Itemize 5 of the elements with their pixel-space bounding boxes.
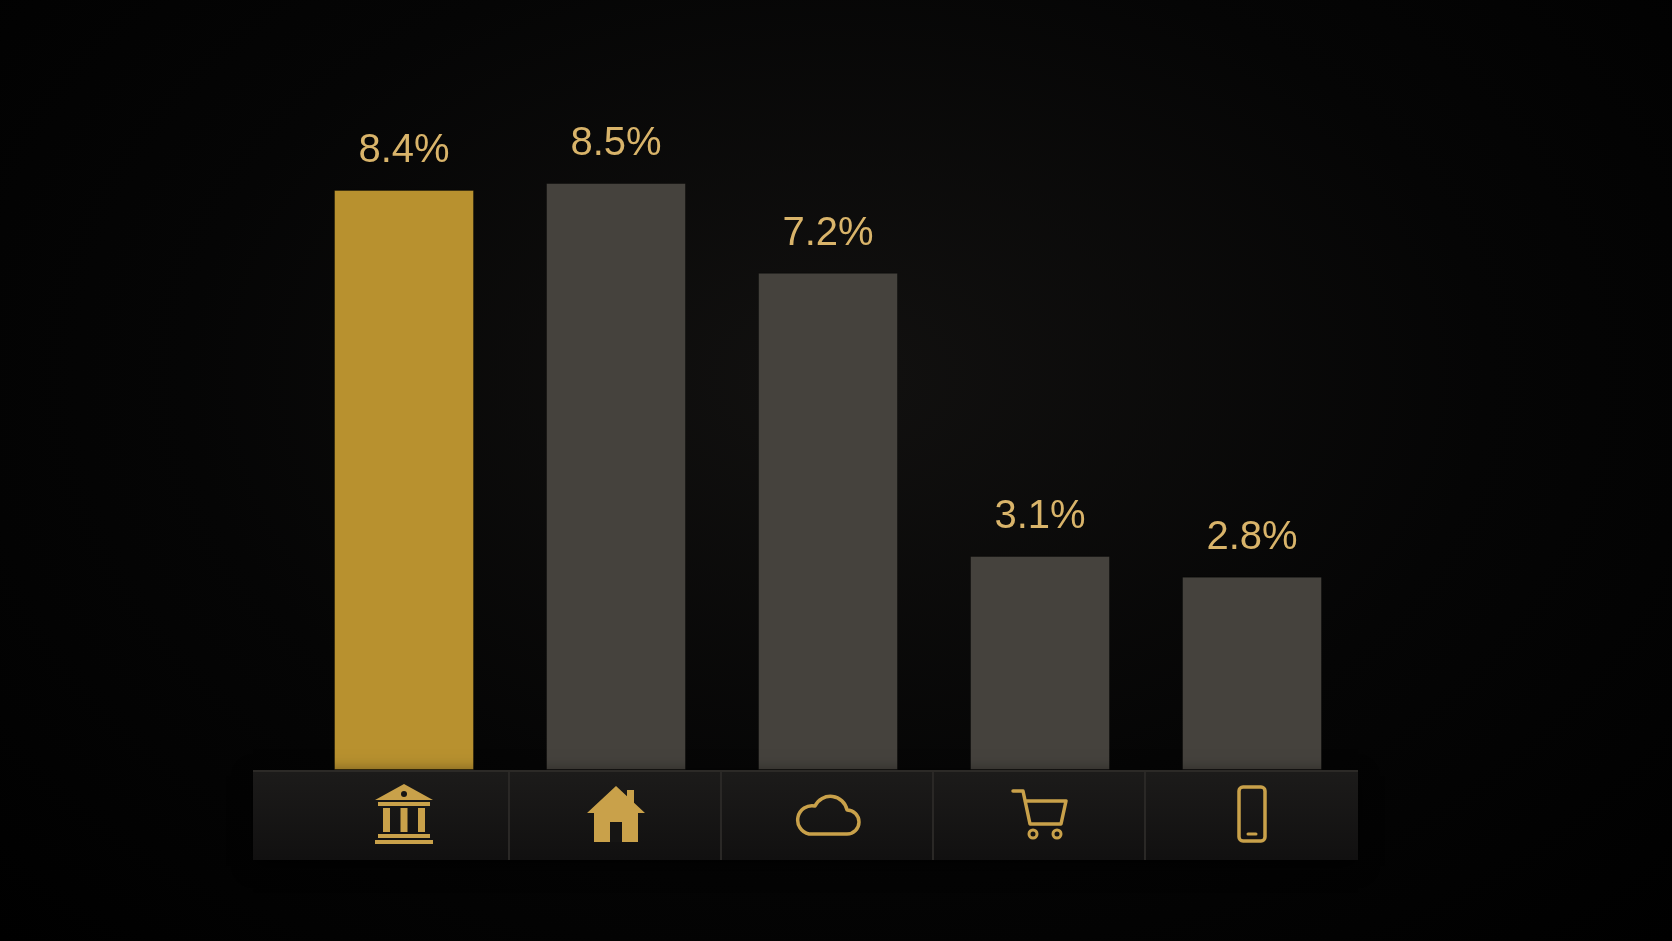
data-label: 7.2% <box>782 208 874 253</box>
data-label: 3.1% <box>994 491 1086 536</box>
data-label: 8.4% <box>358 125 450 170</box>
data-label: 2.8% <box>1206 512 1298 557</box>
data-label: 8.5% <box>570 119 662 163</box>
